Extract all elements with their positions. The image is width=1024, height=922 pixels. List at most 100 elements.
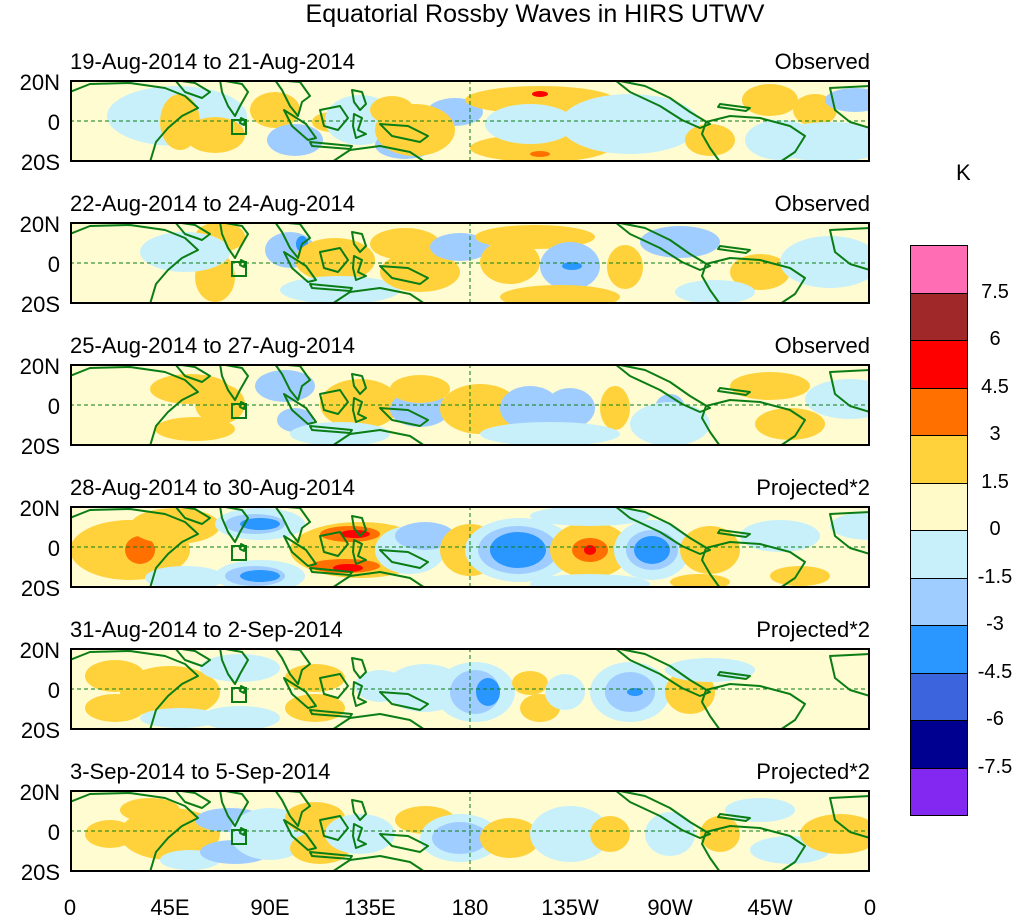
australia-outline — [331, 571, 426, 588]
australia-outline — [331, 855, 426, 872]
sulawesi-outline — [352, 113, 367, 139]
map-panel-5: 31-Aug-2014 to 2-Sep-2014 Projected*2 — [70, 617, 870, 730]
indochina-outline — [274, 80, 311, 117]
philippines-outline — [351, 657, 367, 679]
legend-swatch — [910, 340, 968, 389]
anomaly-contour — [805, 379, 870, 419]
legend-swatch — [910, 672, 968, 721]
south-america-outline — [701, 541, 806, 588]
anomaly-contour — [545, 674, 585, 710]
indochina-outline — [274, 790, 311, 827]
west-africa-outline — [829, 795, 870, 839]
panel-date-range: 28-Aug-2014 to 30-Aug-2014 — [70, 475, 355, 500]
panel-frame — [70, 364, 870, 446]
lat-label: 0 — [47, 536, 60, 561]
panel-frame — [70, 790, 870, 872]
legend-tick-label: 1.5 — [981, 470, 1009, 493]
anomaly-contour — [200, 706, 280, 730]
philippines-outline — [351, 515, 367, 537]
legend-tick-label: -3 — [986, 613, 1004, 635]
borneo-outline — [319, 531, 349, 557]
africa-outline — [70, 650, 199, 730]
panel-data-kind: Observed — [774, 333, 870, 358]
legend-tick-label: -4.5 — [977, 660, 1013, 683]
india-outline — [219, 222, 249, 259]
legend-tick-label: -7.5 — [977, 755, 1013, 778]
lon-tick-45w: 45W — [747, 895, 793, 920]
anomaly-contour — [584, 545, 596, 555]
anomaly-contour — [670, 574, 730, 588]
lat-label: 20N — [19, 638, 60, 663]
panel-data-kind: Projected*2 — [756, 759, 870, 784]
anomaly-contour — [140, 232, 230, 272]
new-guinea-outline — [379, 123, 429, 143]
india-outline — [219, 364, 249, 401]
west-africa-outline — [829, 653, 870, 697]
map-panel-1: 19-Aug-2014 to 21-Aug-2014 Observed — [70, 49, 870, 162]
anomaly-contour — [480, 422, 620, 446]
philippines-outline — [351, 373, 367, 395]
south-america-outline — [701, 683, 806, 730]
coastlines — [70, 222, 870, 304]
caribbean-outline — [717, 387, 751, 396]
lon-tick-0: 0 — [63, 895, 77, 920]
india-outline — [219, 506, 249, 543]
caribbean-outline — [717, 529, 751, 538]
anomaly-contour — [830, 512, 870, 540]
africa-outline — [70, 82, 199, 162]
panel-frame — [70, 506, 870, 588]
sumatra-outline — [283, 393, 317, 425]
map-panel-3: 25-Aug-2014 to 27-Aug-2014 Observed — [70, 333, 870, 446]
australia-outline — [331, 287, 426, 304]
panel-data-kind: Observed — [774, 49, 870, 74]
lat-label: 20S — [20, 718, 60, 743]
legend-swatch — [910, 625, 968, 674]
reference-box — [231, 261, 247, 277]
anomaly-contour — [665, 658, 755, 682]
lat-label: 0 — [47, 394, 60, 419]
panel-date-range: 19-Aug-2014 to 21-Aug-2014 — [70, 49, 355, 74]
anomaly-contour — [630, 402, 710, 446]
map-panel-2: 22-Aug-2014 to 24-Aug-2014 Observed — [70, 191, 870, 304]
anomaly-contour — [725, 798, 795, 822]
anomaly-contour — [500, 386, 560, 430]
legend-swatch — [910, 292, 968, 341]
reference-box — [231, 119, 247, 135]
lat-label: 0 — [47, 820, 60, 845]
legend-swatch — [910, 482, 968, 531]
anomaly-contour — [770, 566, 830, 586]
lon-tick-135e: 135E — [344, 895, 396, 920]
anomaly-contour — [480, 240, 540, 284]
caribbean-outline — [717, 671, 751, 680]
anomaly-contour — [370, 228, 440, 260]
lat-label: 20N — [19, 496, 60, 521]
legend-swatch — [910, 720, 968, 769]
anomaly-map — [70, 648, 870, 730]
borneo-outline — [319, 815, 349, 841]
legend-swatch — [910, 387, 968, 436]
anomaly-contour — [285, 664, 345, 692]
anomaly-contour — [485, 104, 575, 144]
reference-box — [231, 687, 247, 703]
lon-tick-135w: 135W — [541, 895, 599, 920]
sumatra-outline — [283, 819, 317, 851]
anomaly-contour — [562, 262, 582, 270]
west-africa-outline — [829, 85, 870, 129]
sumatra-outline — [283, 535, 317, 567]
arabia-outline — [174, 790, 211, 809]
legend-tick-label: 0 — [989, 518, 1001, 540]
lat-label: 20N — [19, 354, 60, 379]
anomaly-contour — [380, 252, 460, 292]
anomaly-contour — [476, 678, 500, 706]
reference-box — [231, 545, 247, 561]
anomaly-contour — [295, 238, 375, 282]
anomaly-contour — [267, 124, 323, 156]
sulawesi-outline — [352, 681, 367, 707]
legend-swatch — [910, 577, 968, 626]
anomaly-contour — [512, 671, 548, 695]
legend-tick-label: 7.5 — [981, 280, 1009, 303]
lon-tick-90w: 90W — [647, 895, 693, 920]
india-outline — [219, 80, 249, 117]
anomaly-contour — [290, 422, 390, 446]
panel-date-range: 31-Aug-2014 to 2-Sep-2014 — [70, 617, 343, 642]
